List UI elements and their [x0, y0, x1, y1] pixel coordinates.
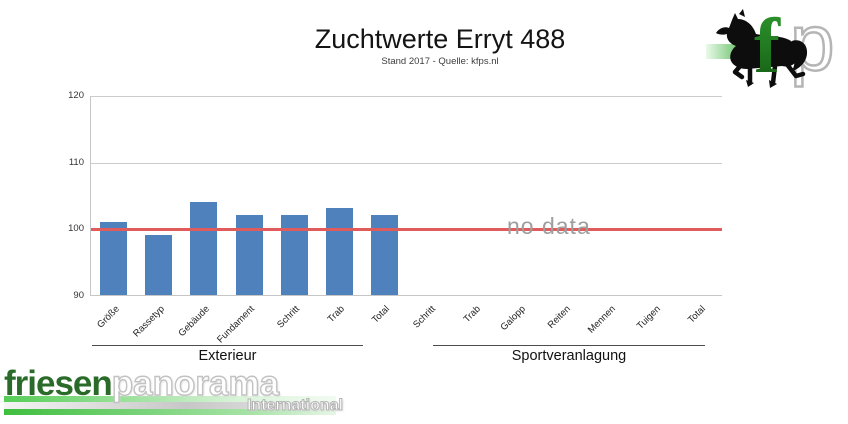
x-axis-category-label: Trab: [461, 303, 483, 325]
no-data-label: no data: [507, 213, 591, 239]
bar: [190, 201, 218, 295]
friesian-horse-icon: [716, 9, 808, 88]
bar: [145, 235, 173, 295]
stripe-green-bottom: [4, 409, 336, 415]
x-axis-category-label: Mennen: [585, 303, 619, 336]
y-axis-tick-label: 90: [73, 290, 84, 301]
x-axis-category-label: Reiten: [545, 303, 573, 331]
fp-logo-graphic: p f: [706, 0, 836, 89]
x-axis-category-label: Total: [686, 303, 709, 326]
logo-wordmark: friesenpanorama: [4, 363, 280, 404]
bar: [325, 208, 353, 295]
x-axis-category-label: Schritt: [410, 303, 438, 331]
category-group-line: [92, 345, 363, 346]
x-axis-category-label: Galopp: [498, 303, 528, 334]
bar: [100, 221, 128, 295]
reference-line: [91, 227, 722, 231]
gridline: [91, 96, 722, 97]
y-axis-tick-label: 100: [68, 223, 84, 235]
plot-area: no data: [90, 96, 722, 296]
chart-subtitle: Stand 2017 - Quelle: kfps.nl: [381, 56, 499, 67]
logo-stripes: [4, 396, 336, 415]
stripe-gray-middle: [4, 402, 336, 409]
logo-word-friesen: friesen: [4, 364, 113, 403]
y-axis-tick-label: 120: [68, 90, 84, 101]
stripe-green-top: [4, 396, 336, 402]
logo-word-panorama: panorama: [111, 363, 280, 403]
category-group-label: Sportveranlagung: [511, 348, 627, 364]
friesenpanorama-corner-logo: p f: [704, 0, 844, 94]
logo-word-international: International: [246, 397, 343, 415]
x-axis-category-label: Tuigen: [635, 303, 664, 332]
chart-title: Zuchtwerte Erryt 488: [314, 24, 566, 54]
x-axis-area: Größe Rassetyp Gebäude Fundament Schritt Trab…: [90, 297, 722, 372]
letter-f: f: [754, 6, 781, 89]
category-group-label: Exterieur: [198, 348, 257, 364]
gridline: [91, 162, 722, 164]
y-axis-tick-label: 110: [68, 156, 84, 168]
category-group-line: [433, 345, 705, 346]
friesenpanorama-footer-logo: friesenpanorama International: [4, 363, 349, 420]
